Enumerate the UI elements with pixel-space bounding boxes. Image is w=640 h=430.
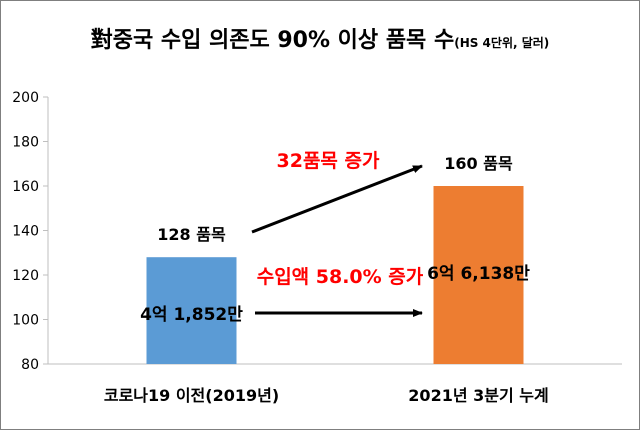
y-tick-label: 180: [12, 135, 39, 151]
bar: [433, 186, 524, 364]
y-tick-label: 100: [12, 313, 39, 329]
data-label: 160 품목: [444, 154, 513, 173]
x-tick-label: 2021년 3분기 누계: [408, 386, 548, 405]
chart-title-main: 對중국 수입 의존도 90% 이상 품목 수: [90, 28, 455, 53]
y-tick-label: 140: [12, 224, 39, 240]
chart-title: 對중국 수입 의존도 90% 이상 품목 수(HS 4단위, 달러): [0, 22, 640, 54]
y-tick-label: 200: [12, 90, 39, 106]
data-label: 128 품목: [157, 225, 226, 244]
annotation-import-increase: 수입액 58.0% 증가: [257, 266, 424, 288]
x-tick-label: 코로나19 이전(2019년): [104, 386, 279, 405]
chart-subtitle: (HS 4단위, 달러): [454, 36, 550, 50]
trend-arrow-upper: [251, 164, 423, 234]
bar: [146, 257, 237, 364]
annotation-item-increase: 32품목 증가: [277, 150, 380, 172]
y-tick-label: 80: [21, 357, 39, 373]
bar-inner-label: 6억 6,138만: [427, 264, 530, 284]
y-tick-label: 160: [12, 179, 39, 195]
y-tick-label: 120: [12, 268, 39, 284]
bar-inner-label: 4억 1,852만: [140, 305, 243, 325]
